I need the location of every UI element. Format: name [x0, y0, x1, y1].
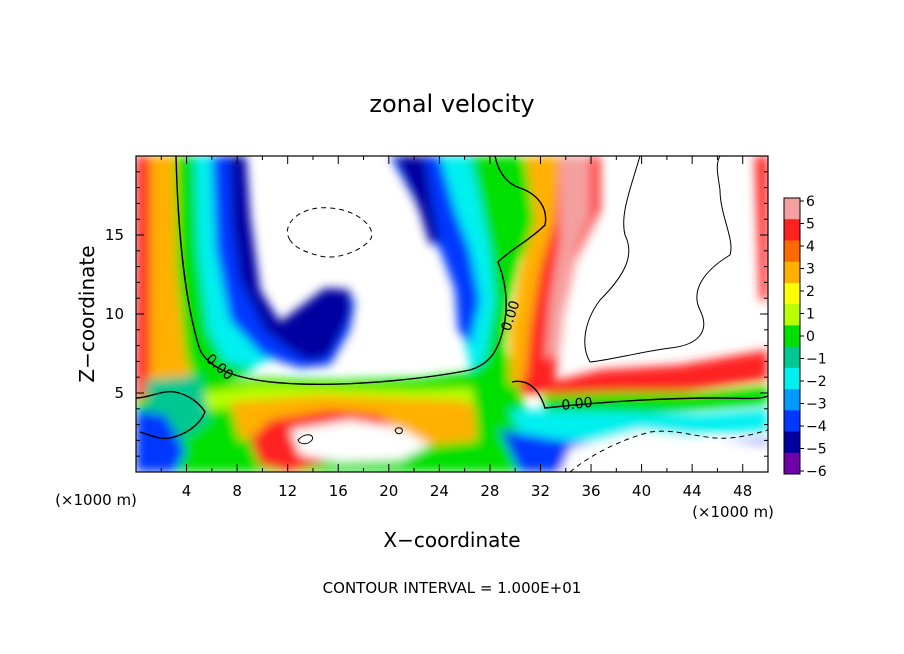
x-axis: 4 8 12 16 20 24 28 32 36 40 44 48	[160, 156, 752, 500]
colorbar-swatch	[784, 346, 800, 369]
field-right-band-green	[540, 385, 768, 418]
field-bottom-left-blue	[136, 410, 185, 472]
contour-dashed-bottom-right	[569, 429, 768, 472]
field-right-bottom-white	[560, 430, 768, 472]
x-tick-label: 16	[329, 482, 348, 500]
contour-interval-note: CONTOUR INTERVAL = 1.000E+01	[323, 579, 582, 597]
contour-zero-right	[511, 380, 768, 409]
contour-thin-right	[584, 156, 732, 363]
colorbar-tick-label: 6	[806, 194, 815, 210]
colorbar-swatch	[784, 240, 800, 263]
field-right-orange	[510, 156, 560, 385]
colorbar-tick-label: −4	[806, 419, 827, 435]
field-bottom-band-yellow	[180, 385, 500, 420]
field-right-pink	[545, 156, 590, 360]
colorbar-swatch	[784, 367, 800, 390]
colorbar-tick-label: −2	[806, 374, 827, 390]
y-tick-label: 5	[114, 384, 124, 402]
colorbar-swatch	[784, 325, 800, 348]
colorbar-swatch	[784, 431, 800, 454]
colorbar-swatch	[784, 198, 800, 220]
colorbar-swatch	[784, 452, 800, 475]
x-unit-right: (×1000 m)	[692, 503, 774, 521]
y-tick-label: 10	[105, 305, 124, 323]
field-center-column-blue	[390, 156, 480, 345]
x-tick-label: 48	[733, 482, 752, 500]
x-tick-label: 32	[531, 482, 550, 500]
field-center-column-cyan	[420, 156, 495, 372]
contour-small-bottom	[297, 434, 314, 445]
x-axis-label: X−coordinate	[383, 528, 520, 552]
contour-zero-left	[175, 156, 547, 385]
x-tick-label: 8	[232, 482, 242, 500]
x-tick-label: 20	[379, 482, 398, 500]
colorbar-swatch	[784, 410, 800, 433]
x-tick-label: 44	[683, 482, 702, 500]
contour-dashed-top	[287, 207, 373, 258]
x-tick-label: 4	[182, 482, 192, 500]
colorbar-tick-label: −3	[806, 397, 827, 413]
field-center-column-violet	[395, 156, 440, 245]
plot-area: 0.00 0.00 0.00	[136, 156, 768, 472]
y-tick-label: 15	[105, 226, 124, 244]
y-axis: 5 10 15	[105, 171, 768, 457]
colorbar-tick-label: 2	[806, 284, 815, 300]
field-right-edge-red	[755, 156, 768, 300]
x-tick-label: 40	[632, 482, 651, 500]
colorbar-tick-label: 0	[806, 329, 815, 345]
x-unit-left: (×1000 m)	[55, 491, 137, 509]
colorbar-swatch	[784, 219, 800, 241]
colorbar: 6 5 4 3 2 1 0 −1 −2 −3 −4 −5 −6	[783, 194, 827, 480]
colorbar-tick-label: 3	[806, 262, 815, 278]
field-left-violet	[230, 156, 350, 362]
x-tick-label: 24	[430, 482, 449, 500]
x-tick-label: 12	[278, 482, 297, 500]
colorbar-tick-label: −5	[806, 442, 827, 458]
colorbar-tick-label: −1	[806, 352, 827, 368]
field-left-green	[175, 156, 255, 386]
colorbar-tick-label: −6	[806, 464, 827, 480]
colorbar-swatch	[784, 282, 800, 305]
contour-lines	[136, 156, 768, 472]
colorbar-swatch	[784, 261, 800, 284]
colorbar-swatch	[784, 389, 800, 411]
x-tick-label: 28	[480, 482, 499, 500]
contour-zero-left-lower	[136, 390, 206, 440]
y-axis-label: Z−coordinate	[75, 245, 99, 382]
contour-small-bottom-2	[394, 427, 403, 435]
x-tick-label: 36	[581, 482, 600, 500]
contour-label-right: 0.00	[561, 395, 594, 414]
colorbar-tick-label: 5	[806, 217, 815, 233]
colorbar-tick-label: 4	[806, 239, 815, 255]
colorbar-tick-label: 1	[806, 307, 815, 323]
colorbar-swatch	[784, 304, 800, 326]
chart-title: zonal velocity	[369, 90, 534, 118]
